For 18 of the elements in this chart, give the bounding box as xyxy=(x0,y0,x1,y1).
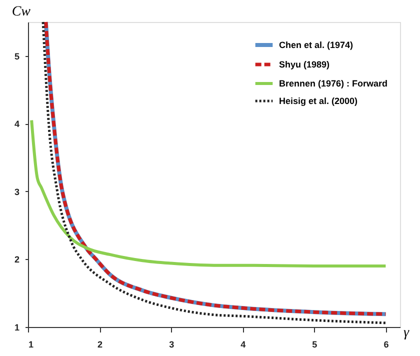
legend-label: Shyu (1989) xyxy=(279,60,330,70)
legend-label: Heisig et al. (2000) xyxy=(279,96,358,106)
x-tick-label: 4 xyxy=(240,340,246,350)
line-series xyxy=(30,118,388,268)
y-tick-label: 4 xyxy=(14,119,20,130)
x-axis-title: γ xyxy=(404,326,410,340)
y-axis-title: Cw xyxy=(12,4,32,20)
x-tick-label: 6 xyxy=(384,340,389,350)
legend-label: Chen et al. (1974) xyxy=(279,40,354,50)
x-tick-label: 3 xyxy=(169,340,174,350)
y-tick-label: 5 xyxy=(14,51,20,62)
y-tick-label: 2 xyxy=(14,254,20,265)
y-tick-label: 3 xyxy=(14,186,20,197)
y-tick-label: 1 xyxy=(14,322,20,332)
x-tick-label: 1 xyxy=(28,340,34,350)
legend-label: Brennen (1976) : Forward xyxy=(279,78,388,88)
x-tick-label: 5 xyxy=(312,340,318,350)
x-tick-label: 2 xyxy=(98,340,103,350)
